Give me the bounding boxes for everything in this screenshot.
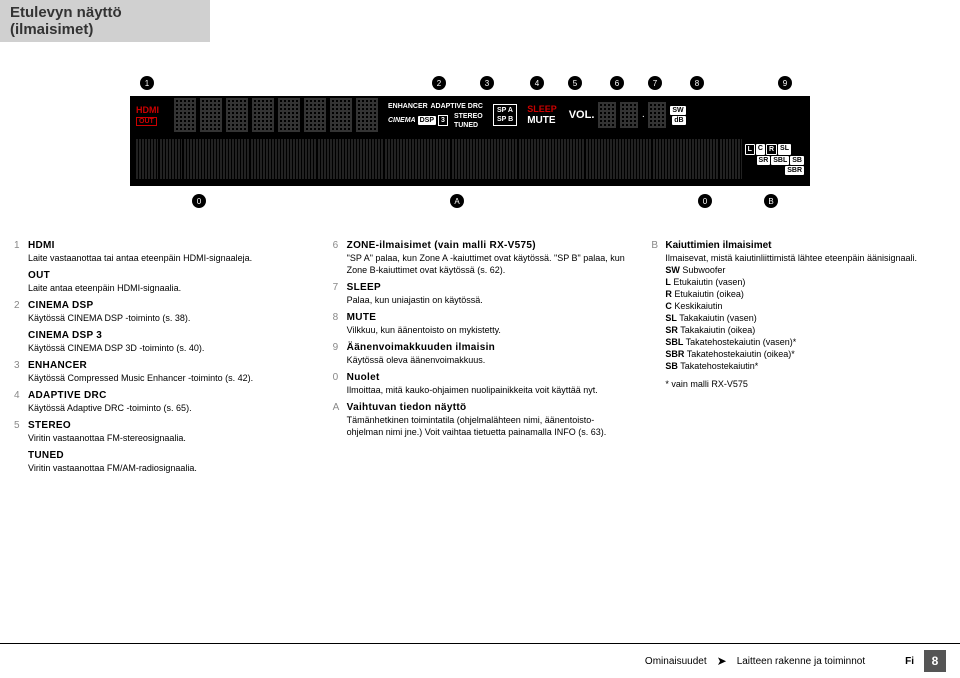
desc-item: 7SLEEPPalaa, kun uniajastin on käytössä. (333, 282, 628, 306)
callout-5: 5 (568, 76, 582, 90)
callout-8: 8 (690, 76, 704, 90)
dsp3-label: 3 (438, 115, 448, 126)
col-2: 6ZONE-ilmaisimet (vain malli RX-V575)"SP… (333, 240, 628, 480)
desc-item: OUTLaite antaa eteenpäin HDMI-signaalia. (14, 270, 309, 294)
tuned-label: TUNED (454, 122, 478, 129)
desc-item: TUNEDViritin vastaanottaa FM/AM-radiosig… (14, 450, 309, 474)
enhancer-label: ENHANCER (388, 103, 428, 110)
desc-item: 2CINEMA DSPKäytössä CINEMA DSP -toiminto… (14, 300, 309, 324)
front-display: HDMI OUT ENHANCER ADAPTIVE DRC CINEMA DS… (130, 96, 810, 186)
dsp-label: DSP (418, 116, 436, 125)
page-footer: Ominaisuudet ➤ Laitteen rakenne ja toimi… (0, 643, 960, 678)
desc-item: CINEMA DSP 3Käytössä CINEMA DSP 3D -toim… (14, 330, 309, 354)
page-title: Etulevyn näyttö (ilmaisimet) (0, 0, 210, 42)
db-label: dB (672, 116, 685, 125)
callout-0: 0 (192, 194, 206, 208)
callout-3: 3 (480, 76, 494, 90)
callout-2: 2 (432, 76, 446, 90)
desc-item: 0NuoletIlmoittaa, mitä kauko-ohjaimen nu… (333, 372, 628, 396)
desc-item: 5STEREOViritin vastaanottaa FM-stereosig… (14, 420, 309, 444)
desc-item: AVaihtuvan tiedon näyttöTämänhetkinen to… (333, 402, 628, 438)
page-number: 8 (924, 650, 946, 672)
footer-subsection: Laitteen rakenne ja toiminnot (737, 656, 865, 667)
description-columns: 1HDMILaite vastaanottaa tai antaa eteenp… (0, 220, 960, 480)
desc-item: 1HDMILaite vastaanottaa tai antaa eteenp… (14, 240, 309, 264)
desc-item: 3ENHANCERKäytössä Compressed Music Enhan… (14, 360, 309, 384)
spb-label: SP B (497, 116, 513, 123)
callouts-top: 1 2 3 4 5 6 7 8 9 (130, 72, 810, 92)
cinema-label: CINEMA (388, 116, 416, 125)
callout-7: 7 (648, 76, 662, 90)
display-diagram: 1 2 3 4 5 6 7 8 9 HDMI OUT ENHANCER ADAPTIVE DRC… (130, 72, 810, 210)
adaptive-label: ADAPTIVE DRC (430, 103, 483, 110)
callout-4: 4 (530, 76, 544, 90)
mute-label: MUTE (527, 115, 555, 126)
desc-item: BKaiuttimien ilmaisimetIlmaisevat, mistä… (651, 240, 946, 390)
footer-lang: Fi (905, 656, 914, 667)
footer-section: Ominaisuudet (645, 656, 707, 667)
hdmi-indicator: HDMI (136, 105, 170, 115)
callout-B: B (764, 194, 778, 208)
desc-item: 8MUTEVilkkuu, kun äänentoisto on mykiste… (333, 312, 628, 336)
col-3: BKaiuttimien ilmaisimetIlmaisevat, mistä… (651, 240, 946, 480)
col-1: 1HDMILaite vastaanottaa tai antaa eteenp… (14, 240, 309, 480)
desc-item: 9Äänenvoimakkuuden ilmaisinKäytössä olev… (333, 342, 628, 366)
callout-6: 6 (610, 76, 624, 90)
out-indicator: OUT (136, 117, 157, 126)
vol-label: VOL. (569, 109, 595, 121)
callout-1: 1 (140, 76, 154, 90)
callout-9: 9 (778, 76, 792, 90)
spa-label: SP A (497, 107, 513, 114)
breadcrumb-sep-icon: ➤ (717, 654, 727, 668)
sw-label: SW (670, 106, 685, 115)
stereo-label: STEREO (454, 113, 483, 120)
callout-A: A (450, 194, 464, 208)
callouts-bot: 0 A 0 B (130, 190, 810, 210)
sleep-label: SLEEP (527, 104, 557, 114)
desc-item: 6ZONE-ilmaisimet (vain malli RX-V575)"SP… (333, 240, 628, 276)
speaker-indicator-grid: L C R SL SR SBL SB SBR (744, 144, 804, 175)
desc-item: 4ADAPTIVE DRCKäytössä Adaptive DRC -toim… (14, 390, 309, 414)
callout-0: 0 (698, 194, 712, 208)
